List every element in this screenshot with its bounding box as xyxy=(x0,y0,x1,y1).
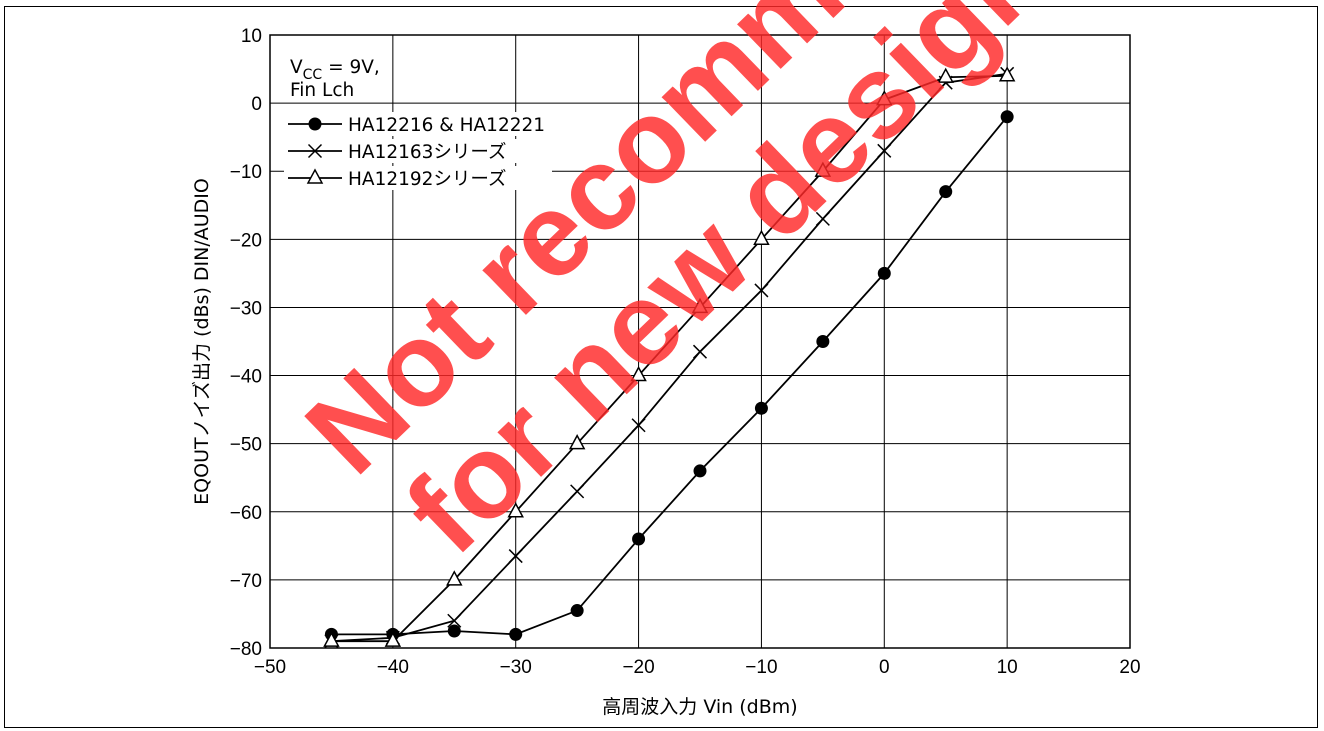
x-tick-label: −10 xyxy=(745,657,777,678)
data-point xyxy=(693,464,707,478)
y-tick-label: −40 xyxy=(230,367,262,388)
y-tick-label: −20 xyxy=(230,230,262,251)
data-point xyxy=(446,570,463,586)
y-tick-label: 0 xyxy=(251,94,262,115)
series-line xyxy=(331,116,1008,636)
legend-marker xyxy=(306,168,324,184)
legend-label: HA12163シリーズ xyxy=(348,142,507,163)
series-line xyxy=(331,72,1008,643)
legend-marker xyxy=(308,117,322,131)
x-tick-label: −40 xyxy=(377,657,409,678)
x-tick-label: −50 xyxy=(254,657,286,678)
data-point xyxy=(570,484,585,499)
data-point xyxy=(630,365,647,382)
y-tick-labels: −80 −70 −60 −50 −40 −30 −20 −10 0 10 xyxy=(230,26,262,660)
data-point xyxy=(632,532,646,546)
data-point xyxy=(568,434,586,450)
legend-item: HA12216 & HA12221 xyxy=(284,112,552,136)
data-point xyxy=(631,418,646,433)
data-point xyxy=(937,67,954,83)
y-tick-label: −50 xyxy=(230,435,262,456)
annotation-v-base: V xyxy=(290,57,303,78)
y-axis-label: EQOUTノイズ出力 (dBs) DIN/AUDIO xyxy=(191,178,213,505)
data-point xyxy=(753,229,770,246)
x-tick-label: 10 xyxy=(997,657,1018,678)
series-line xyxy=(331,74,1008,643)
legend-item: HA12192シリーズ xyxy=(284,166,552,190)
data-point xyxy=(814,161,832,177)
x-tick-labels: −50 −40 −30 −20 −10 0 10 20 xyxy=(254,657,1141,678)
legend-marker xyxy=(307,143,323,159)
annotation-fin: Fin Lch xyxy=(290,80,354,101)
x-tick-label: 0 xyxy=(879,657,890,678)
plot-border xyxy=(269,34,1131,649)
annotation-v-sub: CC xyxy=(303,67,323,83)
annotation-v-rest: = 9V, xyxy=(322,57,380,78)
data-point xyxy=(877,143,892,158)
data-point xyxy=(507,502,524,518)
data-point xyxy=(323,631,340,647)
data-point xyxy=(691,297,709,314)
data-point xyxy=(508,549,523,564)
condition-annotation: VCC = 9V, Fin Lch xyxy=(290,57,380,101)
data-point xyxy=(384,631,402,647)
series-layer xyxy=(323,66,1016,649)
y-tick-label: −80 xyxy=(230,639,262,660)
watermark: Not recommended for new design xyxy=(281,0,1118,579)
data-point xyxy=(754,401,768,415)
data-point xyxy=(447,613,462,628)
data-point xyxy=(570,604,584,618)
data-point xyxy=(447,624,461,638)
series-3 xyxy=(323,66,1016,647)
data-point xyxy=(754,283,769,298)
data-point xyxy=(692,344,708,359)
legend-item: HA12163シリーズ xyxy=(284,139,552,163)
data-point xyxy=(877,266,891,280)
data-point xyxy=(815,211,830,226)
y-tick-label: −60 xyxy=(230,503,262,524)
figure-frame xyxy=(4,6,1318,728)
legend-label: HA12192シリーズ xyxy=(348,169,507,190)
x-tick-label: −20 xyxy=(622,657,654,678)
data-point xyxy=(1000,110,1014,124)
y-tick-label: −10 xyxy=(230,162,262,183)
x-tick-label: 20 xyxy=(1119,657,1140,678)
legend-label: HA12216 & HA12221 xyxy=(348,115,545,136)
y-tick-label: 10 xyxy=(241,26,262,47)
data-point xyxy=(998,66,1016,82)
data-point xyxy=(509,627,523,641)
y-tick-label: −70 xyxy=(230,571,262,592)
y-tick-label: −30 xyxy=(230,298,262,319)
data-point xyxy=(816,335,830,348)
x-axis-label: 高周波入力 Vin (dBm) xyxy=(602,696,797,718)
legend: HA12216 & HA12221 HA12163シリーズ HA12192シリーズ xyxy=(284,112,552,190)
annotation-vcc: VCC = 9V, xyxy=(290,57,380,83)
x-tick-label: −30 xyxy=(500,657,532,678)
data-point xyxy=(876,90,893,106)
data-point xyxy=(939,185,953,199)
